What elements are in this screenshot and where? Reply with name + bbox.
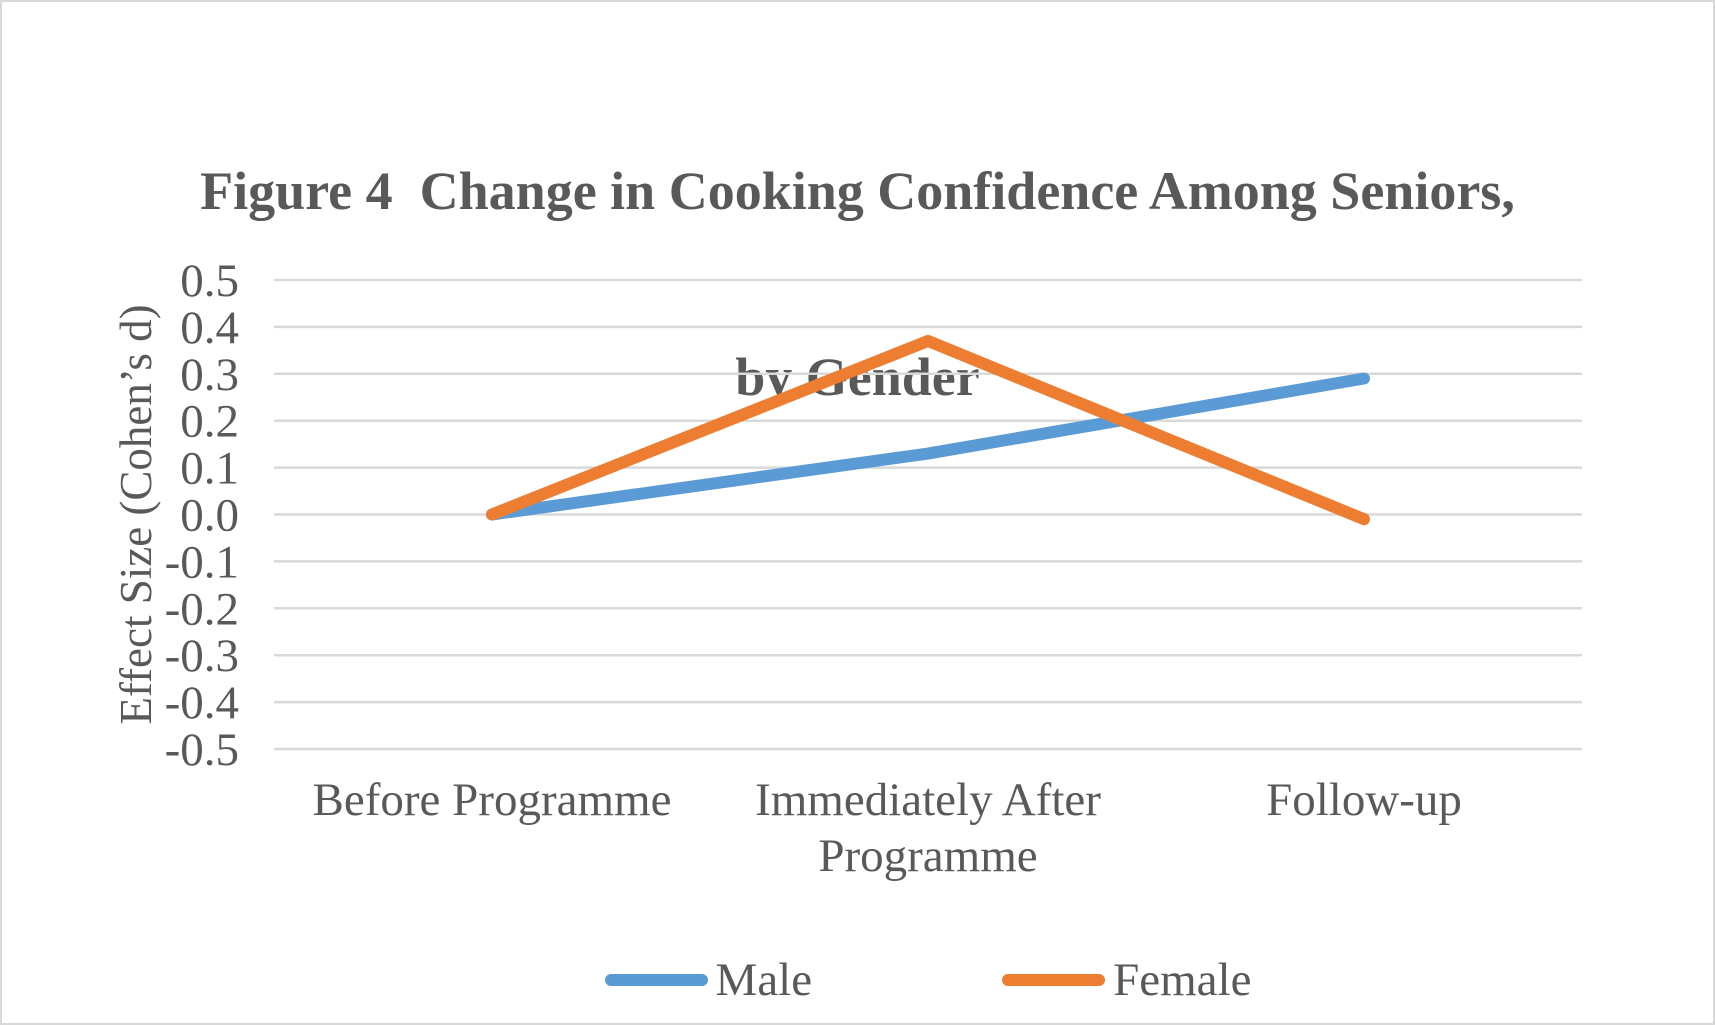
y-tick-label: 0.5 <box>180 255 239 307</box>
male-series-line <box>486 372 1370 521</box>
y-tick-label: -0.5 <box>165 724 239 776</box>
female-series-line <box>486 334 1370 526</box>
x-category-label: Programme <box>818 830 1037 882</box>
y-tick-label: 0.0 <box>180 490 239 542</box>
y-tick-label: 0.1 <box>180 443 239 495</box>
legend-item-female: Female <box>1002 953 1252 1006</box>
female-legend-label: Female <box>1113 953 1252 1006</box>
y-tick-label: -0.4 <box>165 677 239 729</box>
y-tick-label: 0.4 <box>180 302 239 354</box>
y-tick-label: 0.2 <box>180 396 239 448</box>
legend: Male Female <box>274 947 1582 1013</box>
y-tick-label: -0.3 <box>165 630 239 682</box>
female-legend-line-swatch <box>1002 974 1106 986</box>
y-tick-label: -0.1 <box>165 536 239 588</box>
chart-title-line1: Figure 4 Change in Cooking Confidence Am… <box>200 161 1515 221</box>
y-tick-label: 0.3 <box>180 349 239 401</box>
male-legend-label: Male <box>715 953 813 1006</box>
male-legend-line-swatch <box>604 974 708 986</box>
x-category-label: Before Programme <box>313 774 672 826</box>
x-category-label: Immediately After <box>755 774 1101 826</box>
x-category-label: Follow-up <box>1266 774 1462 826</box>
y-tick-label: -0.2 <box>165 583 239 635</box>
chart-title: Figure 4 Change in Cooking Confidence Am… <box>2 36 1713 532</box>
legend-item-male: Male <box>604 953 813 1006</box>
y-axis-title: Effect Size (Cohen’s d) <box>111 304 161 724</box>
